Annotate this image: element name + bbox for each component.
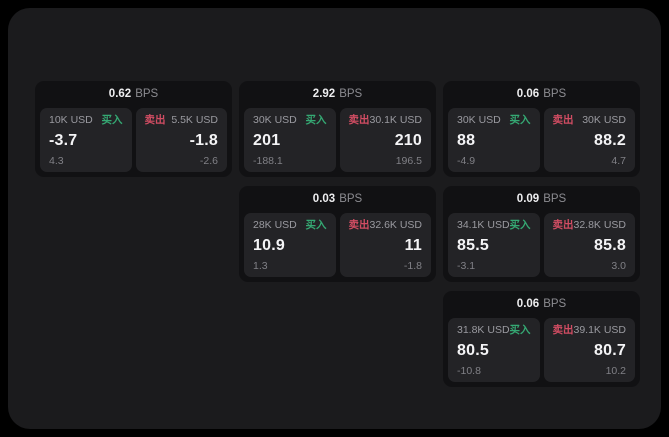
bps-unit-label: BPS: [135, 87, 159, 100]
sell-pane[interactable]: 卖出 32.8K USD 85.8 3.0: [543, 213, 635, 277]
bps-unit-label: BPS: [543, 192, 567, 205]
bps-header: 0.06 BPS: [443, 81, 640, 108]
bps-header: 0.09 BPS: [443, 186, 640, 213]
buy-badge: 买入: [305, 114, 327, 126]
buy-pane[interactable]: 10K USD 买入 -3.7 4.3: [40, 108, 132, 172]
sell-amount: 30.1K USD: [369, 114, 423, 126]
sell-pane[interactable]: 卖出 39.1K USD 80.7 10.2: [543, 318, 635, 382]
bps-header: 0.62 BPS: [35, 81, 232, 108]
quote-card: 0.06 BPS 31.8K USD 买入 80.5 -10.8 卖出 39.1…: [443, 291, 640, 387]
sell-amount: 30K USD: [582, 114, 626, 126]
bps-unit-label: BPS: [543, 297, 567, 310]
sell-price: 85.8: [594, 236, 626, 254]
buy-badge: 买入: [509, 219, 531, 231]
buy-pane[interactable]: 30K USD 买入 201 -188.1: [244, 108, 336, 172]
sell-badge: 卖出: [348, 219, 370, 231]
bps-value: 0.06: [516, 297, 540, 310]
buy-amount: 30K USD: [457, 114, 501, 126]
buy-price: 85.5: [457, 236, 489, 254]
bps-value: 0.06: [516, 87, 540, 100]
sell-delta: 10.2: [605, 364, 626, 377]
sell-price: -1.8: [189, 131, 218, 149]
quote-card: 0.03 BPS 28K USD 买入 10.9 1.3 卖出 32.6K US…: [239, 186, 436, 282]
sell-price: 88.2: [594, 131, 626, 149]
sell-pane[interactable]: 卖出 32.6K USD 11 -1.8: [339, 213, 431, 277]
bps-value: 0.62: [108, 87, 132, 100]
sell-amount: 5.5K USD: [171, 114, 218, 126]
buy-delta: 1.3: [253, 259, 268, 272]
bps-unit-label: BPS: [339, 87, 363, 100]
sell-pane[interactable]: 卖出 30.1K USD 210 196.5: [339, 108, 431, 172]
buy-badge: 买入: [305, 219, 327, 231]
sell-price: 80.7: [594, 341, 626, 359]
buy-pane[interactable]: 31.8K USD 买入 80.5 -10.8: [448, 318, 540, 382]
buy-price: 201: [253, 131, 281, 149]
buy-delta: -4.9: [457, 154, 476, 167]
quote-card: 0.62 BPS 10K USD 买入 -3.7 4.3 卖出 5.5K USD…: [35, 81, 232, 177]
sell-badge: 卖出: [552, 219, 574, 231]
quote-card: 2.92 BPS 30K USD 买入 201 -188.1 卖出 30.1K …: [239, 81, 436, 177]
buy-amount: 30K USD: [253, 114, 297, 126]
sell-delta: 3.0: [611, 259, 626, 272]
sell-badge: 卖出: [348, 114, 370, 126]
sell-delta: 4.7: [611, 154, 626, 167]
bps-value: 0.09: [516, 192, 540, 205]
buy-delta: -188.1: [253, 154, 283, 167]
bps-unit-label: BPS: [543, 87, 567, 100]
quote-card: 0.09 BPS 34.1K USD 买入 85.5 -3.1 卖出 32.8K…: [443, 186, 640, 282]
buy-pane[interactable]: 34.1K USD 买入 85.5 -3.1: [448, 213, 540, 277]
buy-price: 80.5: [457, 341, 489, 359]
quote-card: 0.06 BPS 30K USD 买入 88 -4.9 卖出 30K USD 8…: [443, 81, 640, 177]
sell-pane[interactable]: 卖出 30K USD 88.2 4.7: [543, 108, 635, 172]
buy-delta: -10.8: [457, 364, 481, 377]
buy-amount: 28K USD: [253, 219, 297, 231]
bps-header: 0.06 BPS: [443, 291, 640, 318]
bps-header: 2.92 BPS: [239, 81, 436, 108]
main-panel: 0.62 BPS 10K USD 买入 -3.7 4.3 卖出 5.5K USD…: [8, 8, 661, 429]
bps-value: 2.92: [312, 87, 336, 100]
sell-delta: -1.8: [403, 259, 422, 272]
sell-badge: 卖出: [144, 114, 166, 126]
buy-badge: 买入: [509, 324, 531, 336]
sell-amount: 32.8K USD: [573, 219, 627, 231]
bps-value: 0.03: [312, 192, 336, 205]
buy-price: -3.7: [49, 131, 78, 149]
buy-price: 10.9: [253, 236, 285, 254]
bps-header: 0.03 BPS: [239, 186, 436, 213]
buy-pane[interactable]: 30K USD 买入 88 -4.9: [448, 108, 540, 172]
sell-pane[interactable]: 卖出 5.5K USD -1.8 -2.6: [135, 108, 227, 172]
sell-amount: 32.6K USD: [369, 219, 423, 231]
sell-delta: -2.6: [199, 154, 218, 167]
sell-badge: 卖出: [552, 324, 574, 336]
buy-amount: 10K USD: [49, 114, 93, 126]
bps-unit-label: BPS: [339, 192, 363, 205]
buy-price: 88: [457, 131, 476, 149]
buy-pane[interactable]: 28K USD 买入 10.9 1.3: [244, 213, 336, 277]
sell-price: 11: [404, 236, 422, 254]
buy-badge: 买入: [101, 114, 123, 126]
sell-price: 210: [394, 131, 422, 149]
buy-amount: 31.8K USD: [457, 324, 510, 336]
sell-amount: 39.1K USD: [573, 324, 627, 336]
sell-badge: 卖出: [552, 114, 574, 126]
buy-delta: 4.3: [49, 154, 64, 167]
buy-delta: -3.1: [457, 259, 476, 272]
buy-amount: 34.1K USD: [457, 219, 510, 231]
buy-badge: 买入: [509, 114, 531, 126]
sell-delta: 196.5: [395, 154, 422, 167]
